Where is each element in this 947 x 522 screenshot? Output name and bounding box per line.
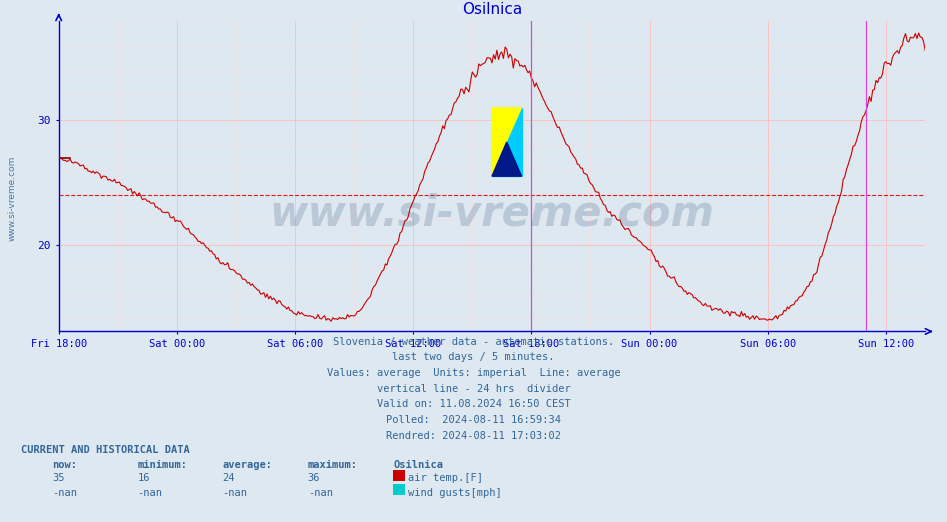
- Text: Polled:  2024-08-11 16:59:34: Polled: 2024-08-11 16:59:34: [386, 415, 561, 425]
- Text: maximum:: maximum:: [308, 460, 358, 470]
- Polygon shape: [492, 142, 522, 176]
- Text: vertical line - 24 hrs  divider: vertical line - 24 hrs divider: [377, 384, 570, 394]
- Text: CURRENT AND HISTORICAL DATA: CURRENT AND HISTORICAL DATA: [21, 445, 189, 455]
- Text: last two days / 5 minutes.: last two days / 5 minutes.: [392, 352, 555, 362]
- Text: -nan: -nan: [137, 488, 162, 497]
- Text: -nan: -nan: [223, 488, 247, 497]
- Text: www.si-vreme.com: www.si-vreme.com: [270, 193, 714, 234]
- Polygon shape: [492, 108, 522, 176]
- Text: -nan: -nan: [308, 488, 332, 497]
- Text: Slovenia / weather data - automatic stations.: Slovenia / weather data - automatic stat…: [333, 337, 614, 347]
- Text: Osilnica: Osilnica: [393, 460, 443, 470]
- Text: average:: average:: [223, 460, 273, 470]
- Polygon shape: [492, 108, 522, 176]
- Text: 36: 36: [308, 473, 320, 483]
- Text: 16: 16: [137, 473, 150, 483]
- Text: www.si-vreme.com: www.si-vreme.com: [8, 156, 17, 241]
- Text: air temp.[F]: air temp.[F]: [408, 473, 483, 483]
- Text: Values: average  Units: imperial  Line: average: Values: average Units: imperial Line: av…: [327, 368, 620, 378]
- Text: minimum:: minimum:: [137, 460, 188, 470]
- Text: -nan: -nan: [52, 488, 77, 497]
- Title: Osilnica: Osilnica: [462, 2, 522, 17]
- Text: Valid on: 11.08.2024 16:50 CEST: Valid on: 11.08.2024 16:50 CEST: [377, 399, 570, 409]
- Text: wind gusts[mph]: wind gusts[mph]: [408, 488, 502, 497]
- Text: Rendred: 2024-08-11 17:03:02: Rendred: 2024-08-11 17:03:02: [386, 431, 561, 441]
- Text: now:: now:: [52, 460, 77, 470]
- Text: 35: 35: [52, 473, 64, 483]
- Text: 24: 24: [223, 473, 235, 483]
